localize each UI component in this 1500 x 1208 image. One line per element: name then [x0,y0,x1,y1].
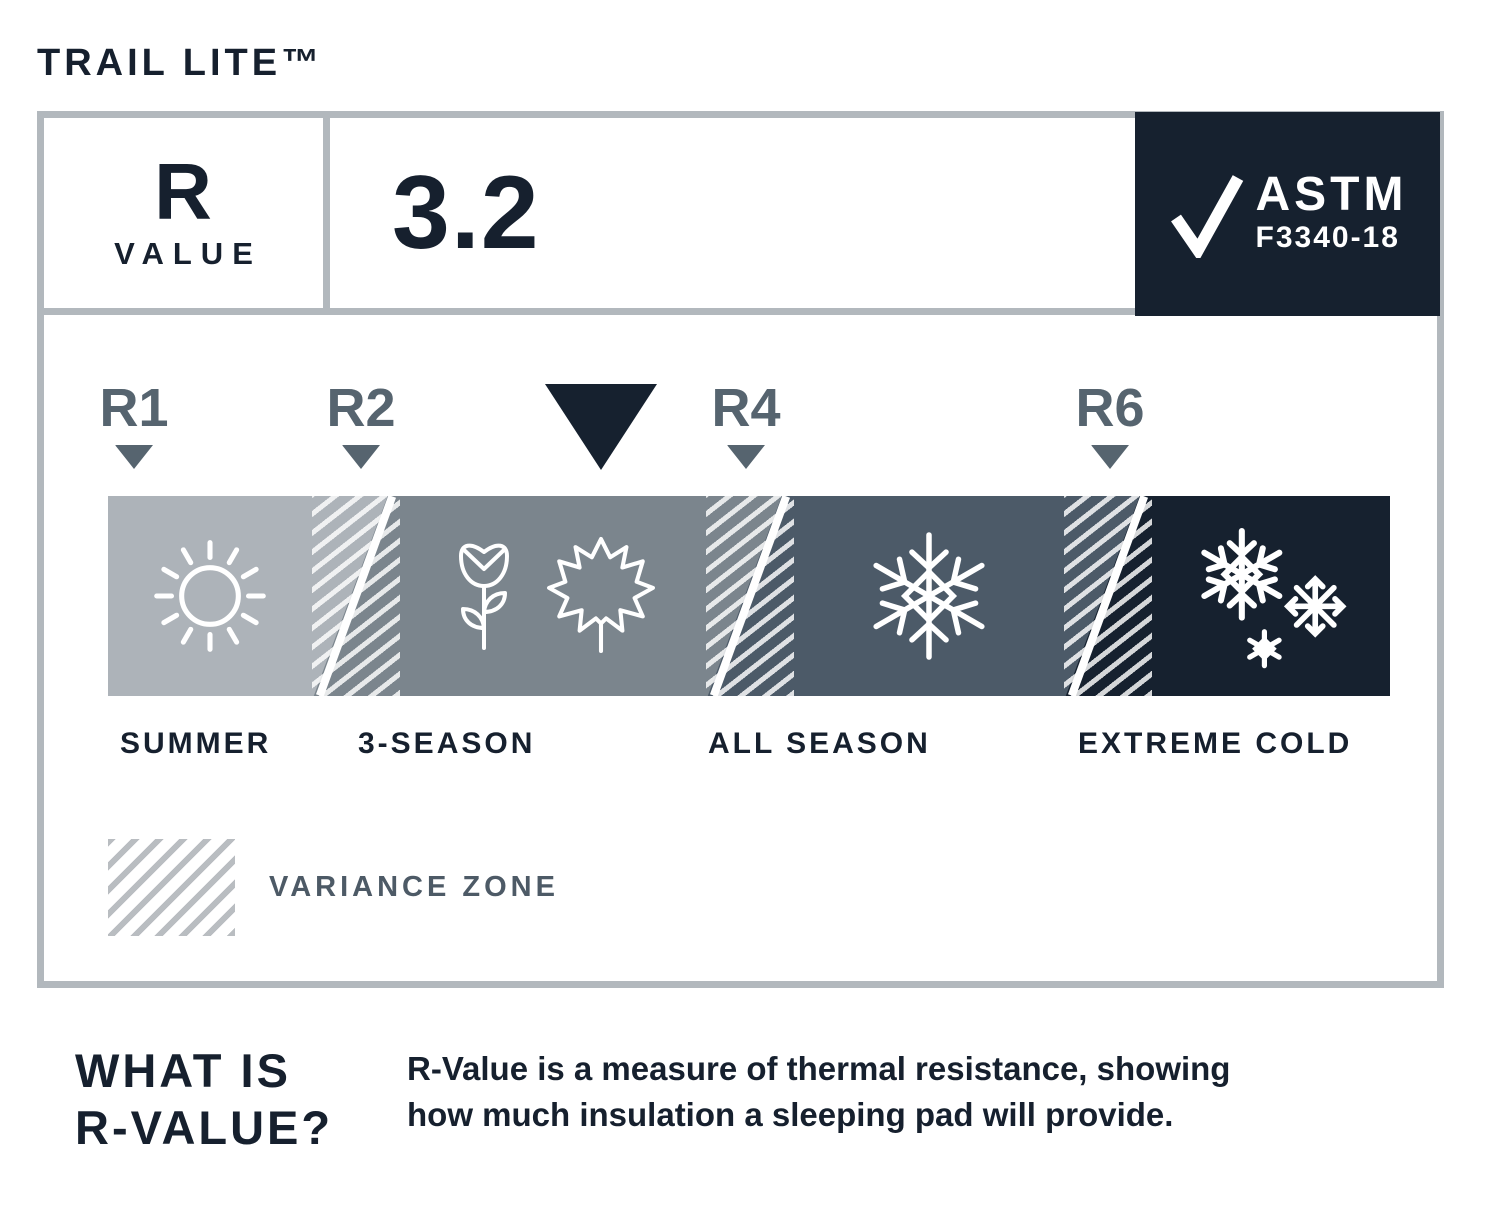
marker-arrow-icon [115,445,153,469]
rvalue-scale: R1 R2 R4 R6 [44,315,1437,974]
segment-all-season [794,496,1064,696]
variance-zone-1 [312,496,400,696]
footer-description-line1: R-Value is a measure of thermal resistan… [407,1050,1231,1087]
astm-badge-text: ASTM F3340-18 [1256,171,1408,257]
checkmark-icon [1170,175,1243,258]
variance-zone-divider [709,496,791,696]
segment-label-all-season: ALL SEASON [708,727,931,760]
variance-zone-divider [315,496,397,696]
legend-label: VARIANCE ZONE [269,871,559,903]
marker-label: R2 [326,378,396,438]
marker-arrow-icon [727,445,765,469]
snowflakes-cluster-icon [1181,516,1361,676]
scale-marker-r2: R2 [326,378,396,469]
footer-heading-line1: WHAT IS [75,1044,291,1097]
season-band [108,496,1390,696]
segment-3-season [400,496,706,696]
segment-label-extreme-cold: EXTREME COLD [1078,727,1353,760]
tulip-icon [459,543,509,650]
footer-explanation: WHAT IS R-VALUE? R-Value is a measure of… [37,1042,1463,1157]
variance-zone-legend: VARIANCE ZONE [108,839,559,936]
astm-certification-badge: ASTM F3340-18 [1135,112,1440,316]
r-value-cell: 3.2 [330,118,1437,308]
footer-description: R-Value is a measure of thermal resistan… [407,1042,1230,1157]
variance-zone-2 [706,496,794,696]
snowflake-icon [854,521,1004,671]
segment-extreme-cold [1152,496,1390,696]
r-value-label-cell: R VALUE [44,118,330,308]
footer-heading: WHAT IS R-VALUE? [75,1042,367,1157]
variance-zone-divider [1067,496,1149,696]
rvalue-indicator-triangle-icon [545,384,657,470]
segment-label-3-season: 3-SEASON [358,727,536,760]
value-label: VALUE [114,236,262,271]
scale-marker-r6: R6 [1075,378,1145,469]
astm-label: ASTM [1255,168,1408,222]
maple-leaf-icon [547,536,655,654]
hatched-swatch-icon [108,839,235,936]
scale-marker-r1: R1 [99,378,169,469]
marker-label: R4 [711,378,781,438]
marker-label: R6 [1075,378,1145,438]
marker-arrow-icon [342,445,380,469]
rvalue-panel: R VALUE 3.2 ASTM F3340-18 R1 [37,111,1444,988]
product-title: TRAIL LITE™ [37,42,324,84]
marker-label: R1 [99,378,169,438]
marker-arrow-icon [1091,445,1129,469]
astm-standard-number: F3340-18 [1255,221,1400,255]
segment-summer [108,496,312,696]
segment-label-summer: SUMMER [120,727,272,760]
scale-marker-r4: R4 [711,378,781,469]
footer-heading-line2: R-VALUE? [75,1101,334,1155]
sun-icon [154,540,266,652]
r-label: R [154,147,213,236]
variance-zone-3 [1064,496,1152,696]
r-value-number: 3.2 [392,154,540,271]
footer-description-line2: how much insulation a sleeping pad will … [407,1095,1174,1133]
panel-header: R VALUE 3.2 ASTM F3340-18 [44,112,1440,316]
